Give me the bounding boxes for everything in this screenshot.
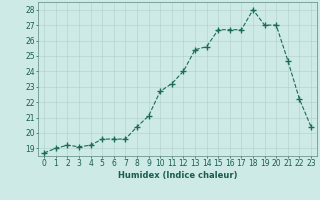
X-axis label: Humidex (Indice chaleur): Humidex (Indice chaleur) bbox=[118, 171, 237, 180]
